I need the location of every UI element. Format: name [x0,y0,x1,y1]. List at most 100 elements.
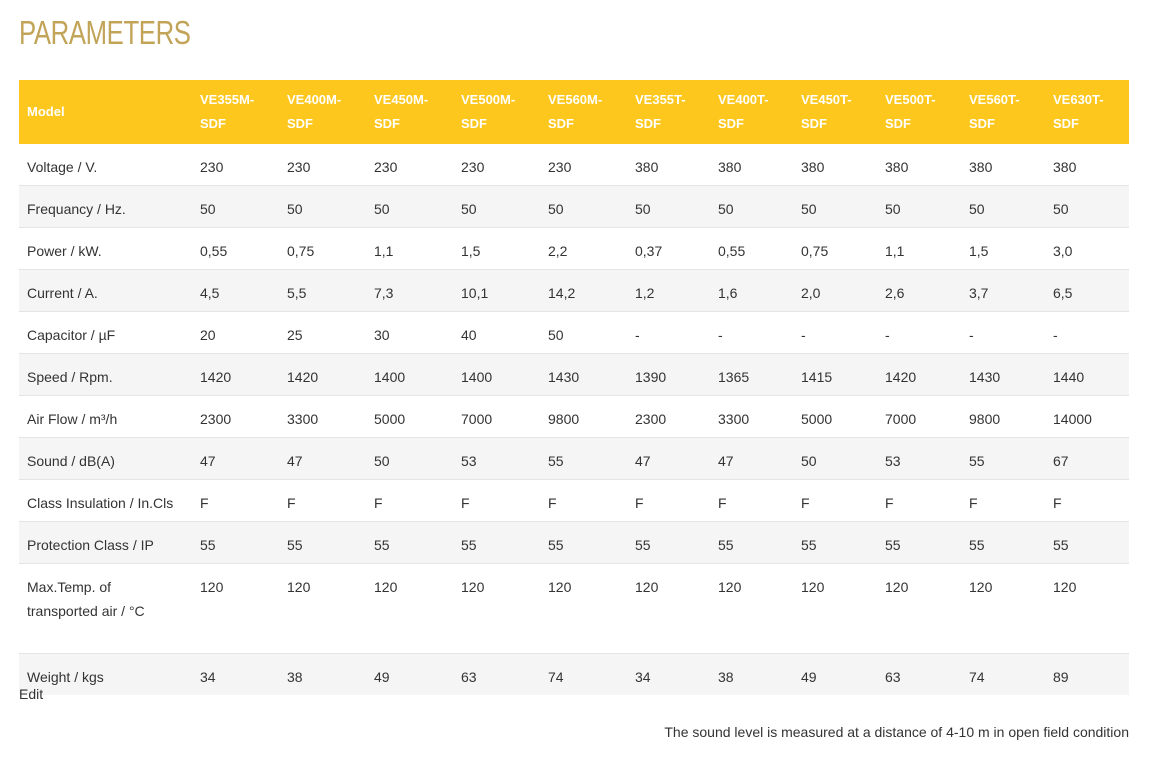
table-row: Voltage / V. 230 230 230 230 230 380 380 380 380 3… [19,144,1129,186]
table-cell: F [710,479,793,522]
table-cell: 1415 [793,353,877,396]
table-row: Weight / kgs 34 38 49 63 74 34 38 49 63 74 89 [19,653,1129,695]
table-cell: 50 [540,311,627,354]
table-cell: 38 [279,653,366,695]
table-cell: 0,55 [192,227,279,270]
table-cell: 14,2 [540,269,627,312]
table-cell: - [710,311,793,354]
table-cell: 2,6 [877,269,961,312]
table-cell: 7000 [453,395,540,438]
row-label: Weight / kgs [19,653,192,695]
table-cell: 49 [366,653,453,695]
table-cell: 55 [710,521,793,564]
table-cell: 34 [192,653,279,695]
table-cell: 120 [279,563,366,654]
table-cell: 9800 [961,395,1045,438]
table-cell: 380 [627,144,710,186]
table-cell: F [1045,479,1129,522]
header-model-column: VE400M-SDF [279,80,366,144]
table-cell: 34 [627,653,710,695]
row-label: Capacitor / µF [19,311,192,354]
table-cell: 53 [877,437,961,480]
table-cell: 50 [366,185,453,228]
table-cell: 120 [877,563,961,654]
table-row: Capacitor / µF 20 25 30 40 50- - - - - - [19,311,1129,354]
table-cell: 50 [192,185,279,228]
table-cell: 50 [279,185,366,228]
table-cell: 50 [793,437,877,480]
header-model-column: VE560M-SDF [540,80,627,144]
table-cell: 1430 [961,353,1045,396]
table-cell: 47 [627,437,710,480]
table-cell: 1400 [453,353,540,396]
table-cell: 0,55 [710,227,793,270]
table-cell: 380 [710,144,793,186]
table-cell: 380 [1045,144,1129,186]
footnote: The sound level is measured at a distanc… [664,724,1129,740]
table-cell: 50 [1045,185,1129,228]
row-label: Max.Temp. of transported air / °C [19,563,192,654]
table-cell: 120 [961,563,1045,654]
table-cell: F [961,479,1045,522]
table-cell: - [793,311,877,354]
table-cell: F [366,479,453,522]
table-cell: 1365 [710,353,793,396]
table-cell: 1,1 [877,227,961,270]
header-model-column: VE450T-SDF [793,80,877,144]
table-cell: 380 [793,144,877,186]
table-cell: 30 [366,311,453,354]
row-label: Power / kW. [19,227,192,270]
table-cell: 120 [710,563,793,654]
table-cell: 230 [540,144,627,186]
header-model-column: VE355M-SDF [192,80,279,144]
table-cell: 55 [793,521,877,564]
table-cell: 55 [961,437,1045,480]
table-cell: 230 [279,144,366,186]
table-cell: 9800 [540,395,627,438]
table-cell: 1,5 [453,227,540,270]
table-cell: 1400 [366,353,453,396]
table-cell: 3300 [279,395,366,438]
table-cell: - [961,311,1045,354]
table-cell: 7000 [877,395,961,438]
table-row: Max.Temp. of transported air / °C 120 120 1… [19,563,1129,654]
table-cell: 230 [453,144,540,186]
table-cell: 10,1 [453,269,540,312]
table-cell: F [793,479,877,522]
table-cell: 120 [793,563,877,654]
table-cell: 50 [793,185,877,228]
table-cell: 1,1 [366,227,453,270]
table-cell: 1,2 [627,269,710,312]
table-cell: 5,5 [279,269,366,312]
table-cell: 14000 [1045,395,1129,438]
table-cell: 53 [453,437,540,480]
table-cell: 1,6 [710,269,793,312]
table-cell: 2300 [627,395,710,438]
table-cell: 89 [1045,653,1129,695]
table-cell: 20 [192,311,279,354]
edit-link[interactable]: Edit [19,686,44,702]
table-cell: 4,5 [192,269,279,312]
table-cell: 2300 [192,395,279,438]
row-label: Speed / Rpm. [19,353,192,396]
table-cell: 63 [877,653,961,695]
table-cell: 55 [453,521,540,564]
table-cell: 47 [279,437,366,480]
header-model-column: VE500M-SDF [453,80,540,144]
row-label: Sound / dB(A) [19,437,192,480]
table-cell: 230 [192,144,279,186]
table-cell: 50 [453,185,540,228]
table-cell: 50 [540,185,627,228]
table-cell: 1430 [540,353,627,396]
table-cell: 1420 [192,353,279,396]
table-cell: - [627,311,710,354]
table-cell: 6,5 [1045,269,1129,312]
table-cell: 50 [627,185,710,228]
table-cell: 3,0 [1045,227,1129,270]
table-cell: 40 [453,311,540,354]
table-cell: 380 [961,144,1045,186]
table-row: Protection Class / IP 55 55 55 55 55 55 55 55 55 5… [19,521,1129,564]
row-label: Current / A. [19,269,192,312]
table-cell: 25 [279,311,366,354]
header-model-column: VE630T-SDF [1045,80,1129,144]
